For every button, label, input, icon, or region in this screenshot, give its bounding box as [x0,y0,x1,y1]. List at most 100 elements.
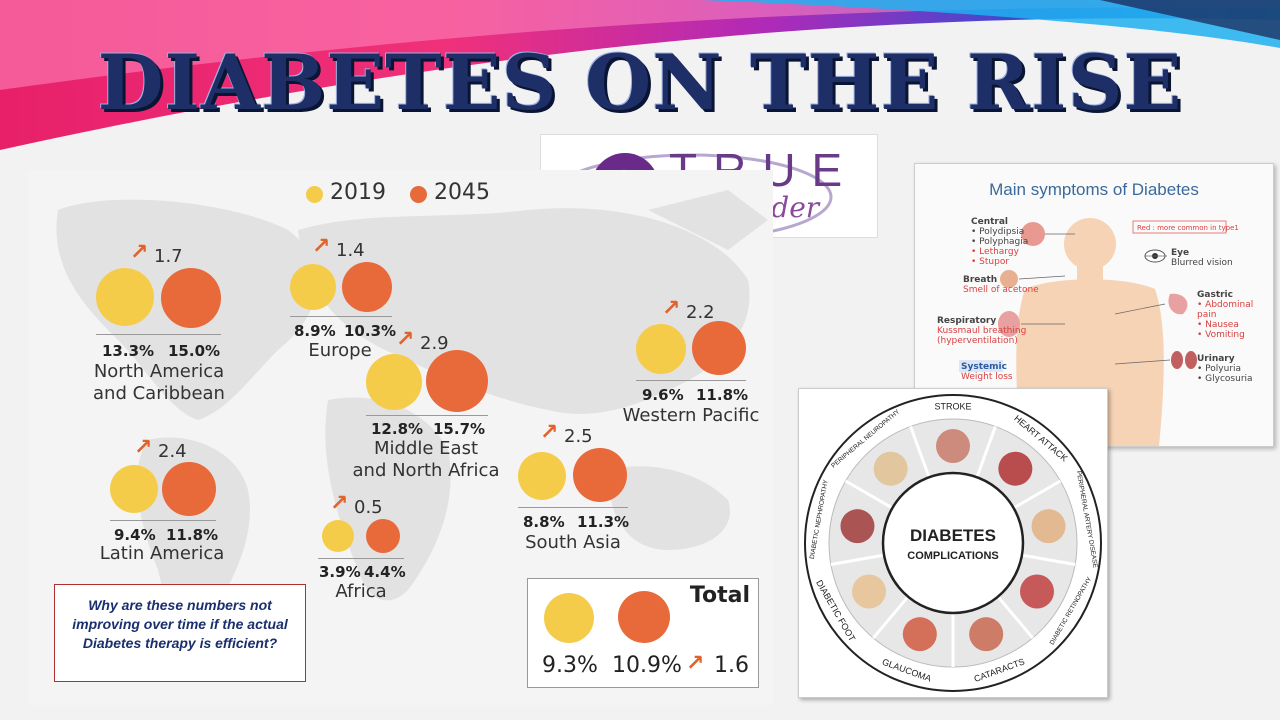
dot-2045 [162,462,216,516]
value-2019: 3.9% [319,563,361,581]
region-ratio: 2.2 [686,302,715,323]
divider [96,334,221,335]
urinary-symptoms: Urinary • Polyuria • Glycosuria [1197,354,1253,384]
region-name: Middle East and North Africa [352,438,500,481]
total-ratio: 1.6 [714,653,749,678]
complications-title: DIABETES [910,526,996,545]
dot-2045 [692,321,746,375]
region-name: Africa [335,581,387,602]
dot-2019 [636,324,686,374]
divider [366,415,488,416]
breath-symptoms: Breath Smell of acetone [963,275,1039,295]
total-label: Total [689,583,750,608]
dot-2019 [366,354,422,410]
dot-2019 [518,452,566,500]
legend-2045-swatch [410,186,427,203]
complication-label: STROKE [934,401,971,411]
complications-wheel: DIABETES COMPLICATIONS STROKE HEART ATTAC… [798,388,1108,698]
dot-2045 [161,268,221,328]
page-title: DIABETES ON THE RISE [97,38,1183,127]
value-2045: 15.0% [168,342,221,360]
value-2019: 8.8% [523,513,565,531]
arrow-up-icon: ↗ [686,651,705,676]
wheel-spoke [909,425,931,478]
region-ratio: 1.7 [154,246,183,267]
legend-2019-swatch [306,186,323,203]
arrow-up-icon: ↗ [540,420,559,445]
systemic-symptoms: Systemic Weight loss [961,362,1013,382]
wheel-spoke [1021,553,1076,567]
total-value-2045: 10.9% [612,653,682,678]
divider [318,558,404,559]
region-ratio: 2.9 [420,333,449,354]
region-ratio: 2.5 [564,426,593,447]
eye-symptoms: Eye Blurred vision [1171,248,1233,268]
organ-icon [969,617,1004,652]
arrow-up-icon: ↗ [312,234,331,259]
dot-2019 [290,264,336,310]
value-2019: 9.6% [642,386,684,404]
question-text: Why are these numbers not improving over… [72,597,288,651]
dot-2045 [342,262,392,312]
symptoms-note: Red : more common in type1 [1137,224,1239,232]
value-2045: 11.3% [577,513,630,531]
wheel-spoke [872,595,910,639]
region-name: Latin America [99,543,225,564]
total-value-2019: 9.3% [542,653,598,678]
dot-2019 [96,268,154,326]
region-name: Western Pacific [622,405,760,426]
question-box: Why are these numbers not improving over… [54,584,306,682]
total-box: Total 9.3% 10.9% ↗ 1.6 [527,578,759,688]
total-dot-2045 [618,591,670,643]
dot-2045 [366,519,400,553]
wheel-spoke [1012,479,1062,510]
dot-2019 [110,465,158,513]
organ-icon [851,574,886,609]
value-2019: 8.9% [294,322,336,340]
region-ratio: 0.5 [354,497,383,518]
total-dot-2019 [544,593,594,643]
value-2045: 15.7% [433,420,486,438]
value-2019: 9.4% [114,526,156,544]
region-ratio: 1.4 [336,240,365,261]
divider [518,507,628,508]
divider [290,316,392,317]
legend-2019: 2019 [330,180,386,205]
region-name: South Asia [525,532,621,553]
arrow-up-icon: ↗ [130,240,149,265]
value-2045: 10.3% [344,322,397,340]
arrow-up-icon: ↗ [662,296,681,321]
organ-icon [1031,509,1066,544]
region-name: North America and Caribbean [93,361,225,404]
value-2019: 13.3% [102,342,155,360]
wheel-spoke [996,595,1034,639]
dot-2045 [426,350,488,412]
header-banner [0,0,1280,150]
gastric-symptoms: Gastric • Abdominal pain • Nausea • Vomi… [1197,290,1254,340]
region-name: Europe [308,340,372,361]
symptoms-title: Main symptoms of Diabetes [989,180,1199,199]
organ-icon [873,451,908,486]
legend-2045: 2045 [434,180,490,205]
organ-icon [1020,574,1055,609]
wheel-spoke [844,479,894,510]
organ-icon [840,509,875,544]
divider [636,380,746,381]
divider [110,520,216,521]
respiratory-symptoms: Respiratory Kussmaul breathing (hyperventi… [937,316,1027,346]
value-2019: 12.8% [371,420,424,438]
complications-subtitle: COMPLICATIONS [907,550,998,562]
arrow-up-icon: ↗ [330,491,349,516]
arrow-up-icon: ↗ [396,327,415,352]
organ-icon [936,429,970,463]
wheel-spoke [830,553,885,567]
region-ratio: 2.4 [158,441,187,462]
dot-2019 [322,520,354,552]
value-2045: 11.8% [696,386,749,404]
value-2045: 11.8% [166,526,219,544]
organ-icon [902,617,937,652]
wheel-spoke [975,425,997,478]
arrow-up-icon: ↗ [134,435,153,460]
value-2045: 4.4% [364,563,406,581]
